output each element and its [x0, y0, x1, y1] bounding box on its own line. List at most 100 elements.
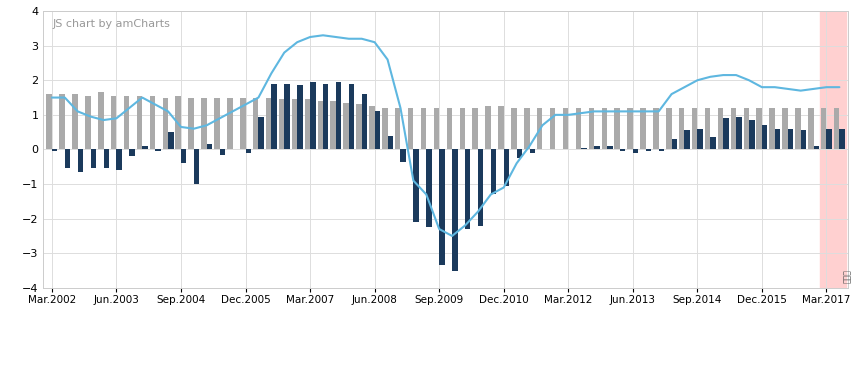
Bar: [189, 97, 194, 149]
Bar: [672, 139, 677, 149]
Bar: [408, 108, 413, 149]
Bar: [594, 146, 600, 149]
Bar: [201, 97, 207, 149]
Text: JS chart by amCharts: JS chart by amCharts: [52, 19, 171, 30]
Bar: [736, 117, 741, 149]
Bar: [446, 108, 452, 149]
Bar: [426, 149, 432, 227]
Bar: [65, 149, 70, 169]
Bar: [834, 108, 839, 149]
Bar: [207, 144, 213, 149]
Bar: [607, 146, 613, 149]
Bar: [731, 108, 736, 149]
Line: 四半期総合収益率: 四半期総合収益率: [52, 35, 839, 236]
Bar: [387, 135, 393, 149]
Bar: [137, 96, 142, 149]
Bar: [749, 120, 754, 149]
Bar: [400, 149, 406, 162]
四半期総合収益率: [254, 95, 264, 100]
Bar: [478, 149, 483, 225]
Bar: [310, 82, 315, 149]
Bar: [632, 149, 638, 153]
Bar: [253, 97, 259, 149]
Bar: [550, 108, 555, 149]
Bar: [723, 118, 728, 149]
Bar: [627, 108, 632, 149]
Bar: [581, 148, 587, 149]
Bar: [150, 96, 155, 149]
Bar: [323, 84, 328, 149]
Bar: [788, 129, 794, 149]
Bar: [614, 108, 620, 149]
四半期総合収益率: [318, 33, 328, 38]
Bar: [775, 129, 781, 149]
Bar: [465, 149, 470, 229]
Bar: [826, 129, 832, 149]
Bar: [800, 130, 806, 149]
Bar: [357, 104, 362, 149]
Bar: [472, 108, 478, 149]
Bar: [227, 97, 232, 149]
四半期総合収益率: [550, 113, 560, 117]
Bar: [679, 108, 685, 149]
Bar: [111, 96, 117, 149]
Bar: [421, 108, 426, 149]
Bar: [452, 149, 458, 270]
Bar: [504, 149, 509, 186]
Bar: [813, 146, 819, 149]
Bar: [85, 96, 91, 149]
Bar: [117, 149, 122, 170]
Bar: [91, 149, 96, 169]
Bar: [795, 108, 800, 149]
Bar: [498, 106, 504, 149]
Bar: [72, 94, 78, 149]
Bar: [214, 97, 219, 149]
四半期総合収益率: [47, 95, 57, 100]
Bar: [563, 108, 568, 149]
Bar: [808, 108, 813, 149]
Bar: [434, 108, 439, 149]
四半期総合収益率: [834, 85, 844, 89]
Bar: [685, 130, 690, 149]
Bar: [181, 149, 187, 163]
Bar: [317, 101, 323, 149]
Bar: [821, 108, 826, 149]
Bar: [659, 149, 664, 151]
Bar: [382, 108, 387, 149]
Bar: [576, 108, 581, 149]
Bar: [194, 149, 200, 184]
Bar: [124, 96, 129, 149]
Bar: [279, 99, 285, 149]
Bar: [240, 97, 246, 149]
Bar: [129, 149, 135, 156]
Bar: [744, 108, 749, 149]
四半期総合収益率: [201, 123, 212, 127]
Bar: [142, 146, 147, 149]
Bar: [485, 106, 491, 149]
四半期総合収益率: [757, 85, 767, 89]
Bar: [297, 86, 303, 149]
Bar: [336, 82, 341, 149]
Bar: [46, 94, 52, 149]
Bar: [104, 149, 109, 169]
Bar: [59, 94, 65, 149]
Bar: [704, 108, 710, 149]
Bar: [653, 108, 659, 149]
Text: 速報値: 速報値: [843, 269, 852, 283]
Bar: [304, 99, 310, 149]
Bar: [511, 108, 517, 149]
Bar: [524, 108, 530, 149]
Bar: [98, 92, 104, 149]
Bar: [349, 84, 354, 149]
Bar: [698, 129, 703, 149]
Bar: [666, 108, 672, 149]
Bar: [291, 99, 297, 149]
四半期総合収益率: [460, 223, 470, 228]
Bar: [602, 108, 607, 149]
Bar: [219, 149, 225, 155]
Bar: [589, 108, 594, 149]
Bar: [645, 149, 651, 151]
Bar: [344, 103, 349, 149]
Bar: [439, 149, 445, 265]
Bar: [782, 108, 788, 149]
